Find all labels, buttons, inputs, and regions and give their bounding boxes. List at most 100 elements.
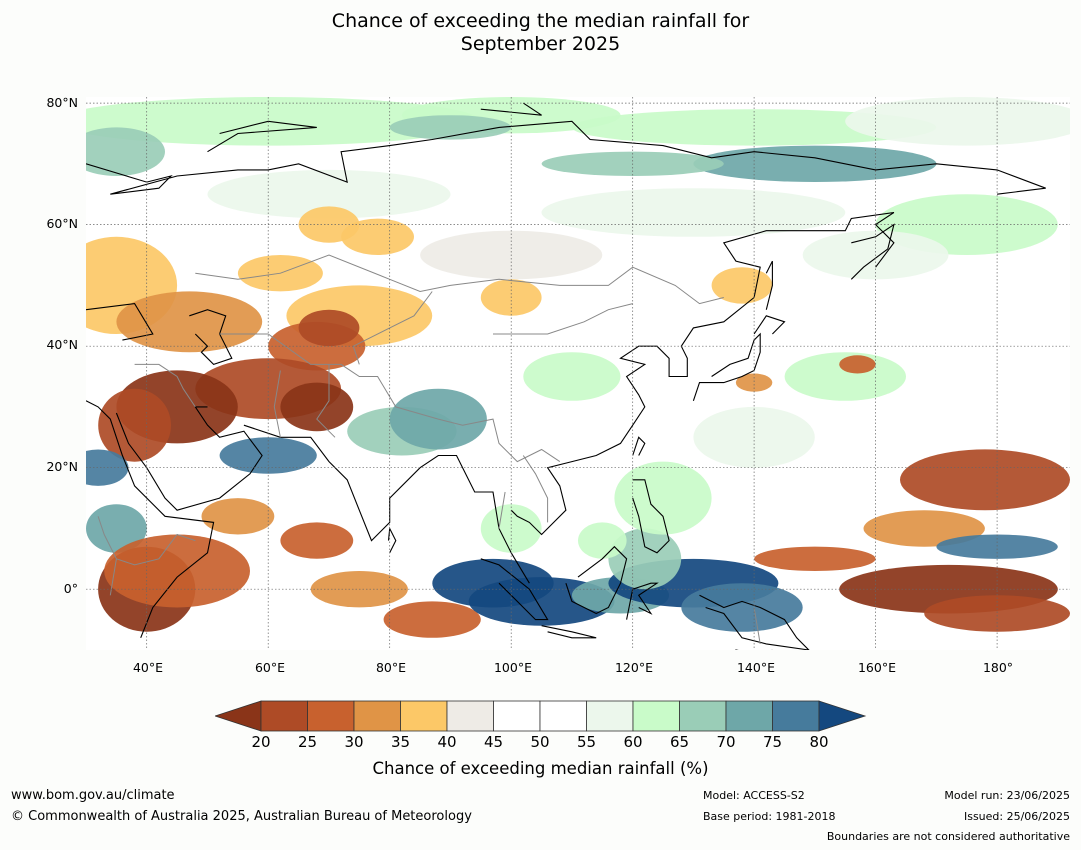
coastlines bbox=[86, 102, 1046, 650]
lon-label-180: 180° bbox=[982, 660, 1014, 675]
colorbar-tick: 75 bbox=[762, 733, 783, 751]
coastline bbox=[207, 120, 317, 153]
colorbar-arrow-high bbox=[818, 700, 867, 732]
probability-region bbox=[98, 388, 171, 462]
coastline bbox=[510, 211, 895, 536]
probability-region bbox=[280, 382, 354, 432]
border bbox=[522, 455, 549, 523]
probability-region bbox=[201, 498, 275, 535]
colorbar-tick: 55 bbox=[576, 733, 597, 751]
coastline bbox=[765, 260, 773, 310]
probability-region bbox=[578, 522, 627, 559]
border bbox=[97, 516, 117, 596]
footer-issued: Issued: 25/06/2025 bbox=[963, 810, 1070, 823]
probability-region bbox=[104, 534, 250, 608]
border bbox=[352, 291, 433, 365]
probability-region bbox=[863, 510, 985, 547]
coastline bbox=[189, 309, 233, 366]
coastline bbox=[480, 102, 542, 116]
lat-label-60n: 60°N bbox=[46, 216, 78, 231]
colorbar-tick: 30 bbox=[344, 733, 364, 751]
coastline bbox=[565, 545, 628, 615]
probability-region bbox=[845, 97, 1070, 146]
colorbar-segment bbox=[632, 700, 680, 732]
colorbar-tick: 25 bbox=[297, 733, 318, 751]
probability-region bbox=[86, 97, 481, 146]
footer-base-period: Base period: 1981-2018 bbox=[703, 810, 836, 823]
probability-region bbox=[614, 461, 712, 535]
country-borders bbox=[97, 254, 761, 644]
border bbox=[316, 364, 336, 438]
title-line-2: September 2025 bbox=[460, 33, 621, 55]
colorbar-segment bbox=[353, 700, 401, 732]
probability-region bbox=[711, 267, 773, 304]
probability-region bbox=[839, 355, 876, 374]
probability-region bbox=[681, 583, 803, 632]
lon-label-160e: 160°E bbox=[857, 660, 896, 675]
border bbox=[498, 491, 506, 529]
coastline bbox=[699, 594, 810, 650]
border bbox=[493, 303, 633, 335]
coastline bbox=[850, 223, 895, 280]
colorbar-segment bbox=[307, 700, 355, 732]
coastline bbox=[86, 303, 154, 341]
probability-region bbox=[900, 449, 1070, 511]
probability-region bbox=[693, 145, 937, 182]
probability-region bbox=[936, 534, 1058, 559]
probability-region bbox=[116, 291, 263, 353]
border bbox=[753, 607, 761, 644]
colorbar-segment bbox=[679, 700, 727, 732]
probability-region bbox=[298, 309, 360, 347]
colorbar-segment bbox=[260, 700, 308, 732]
colorbar-segment bbox=[772, 700, 820, 732]
colorbar-segment bbox=[539, 700, 587, 732]
coastline bbox=[692, 332, 761, 401]
colorbar-label: Chance of exceeding median rainfall (%) bbox=[372, 759, 709, 778]
colorbar-tick: 50 bbox=[530, 733, 550, 751]
probability-region bbox=[541, 188, 846, 237]
colorbar-tick: 70 bbox=[716, 733, 736, 751]
coastline bbox=[86, 120, 1046, 195]
border bbox=[134, 363, 196, 408]
rainfall-probability-map bbox=[86, 97, 1070, 650]
colorbar-tick: 65 bbox=[669, 733, 690, 751]
probability-region bbox=[389, 115, 512, 140]
footer-copyright: © Commonwealth of Australia 2025, Austra… bbox=[11, 809, 472, 824]
probability-region bbox=[754, 546, 876, 571]
probability-region bbox=[86, 504, 147, 553]
colorbar-tick: 45 bbox=[483, 733, 504, 751]
coastline bbox=[86, 400, 215, 639]
probability-region bbox=[523, 352, 621, 401]
colorbar-tick: 40 bbox=[437, 733, 457, 751]
footer-model-run: Model run: 23/06/2025 bbox=[944, 789, 1070, 802]
coastline bbox=[753, 315, 786, 335]
rainfall-map bbox=[86, 97, 1070, 650]
colorbar-segment bbox=[586, 700, 634, 732]
lon-label-100e: 100°E bbox=[493, 660, 532, 675]
lat-label-0: 0° bbox=[63, 581, 78, 596]
footer-disclaimer: Boundaries are not considered authoritat… bbox=[826, 830, 1070, 843]
lon-label-140e: 140°E bbox=[736, 660, 775, 675]
lat-label-80n: 80°N bbox=[46, 95, 78, 110]
colorbar-tick: 80 bbox=[809, 733, 829, 751]
lat-label-40n: 40°N bbox=[46, 337, 78, 352]
lon-label-80e: 80°E bbox=[375, 660, 407, 675]
graticule bbox=[86, 97, 1070, 650]
footer-url[interactable]: www.bom.gov.au/climate bbox=[11, 788, 175, 803]
border bbox=[116, 533, 196, 566]
coastline bbox=[632, 436, 646, 456]
probability-region bbox=[341, 218, 414, 255]
probability-region bbox=[86, 127, 165, 176]
colorbar-segment bbox=[725, 700, 773, 732]
coastline bbox=[387, 526, 397, 554]
probability-region bbox=[571, 109, 937, 146]
border bbox=[273, 370, 281, 438]
lon-label-60e: 60°E bbox=[254, 660, 286, 675]
colorbar-tick: 35 bbox=[390, 733, 411, 751]
title-line-1: Chance of exceeding the median rainfall … bbox=[331, 10, 750, 32]
lat-label-20n: 20°N bbox=[46, 459, 78, 474]
probability-region bbox=[383, 601, 481, 638]
border bbox=[219, 333, 561, 463]
colorbar-segment bbox=[493, 700, 541, 732]
colorbar-tick: 60 bbox=[623, 733, 643, 751]
